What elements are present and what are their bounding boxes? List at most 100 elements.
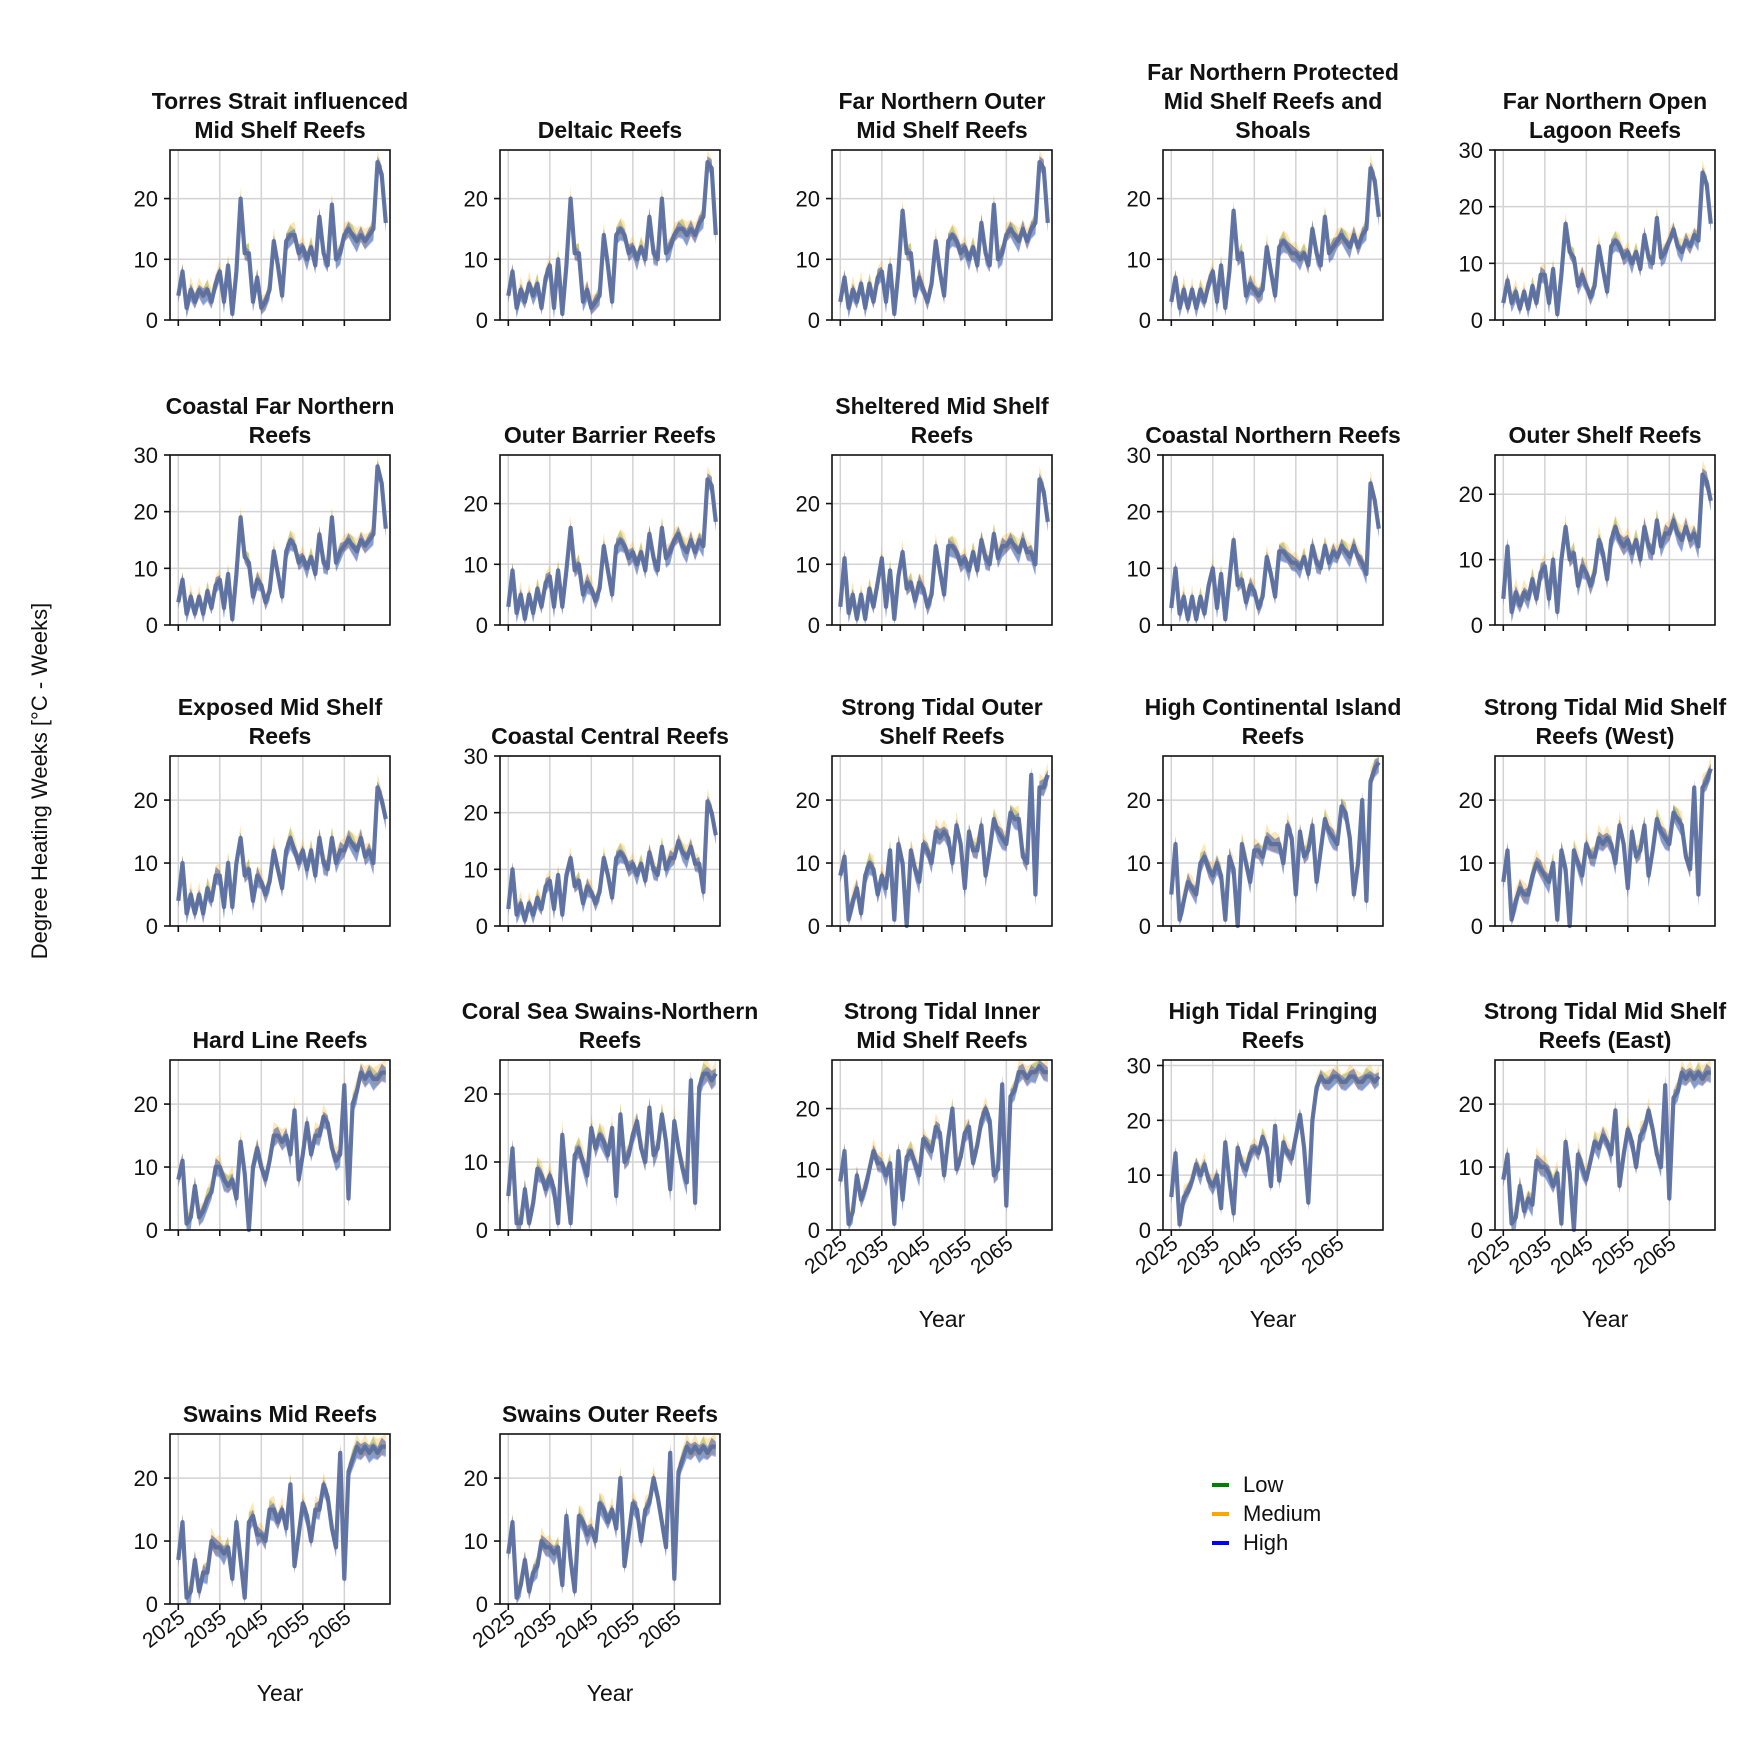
panel-title: Sheltered Mid Shelf xyxy=(835,393,1049,419)
ytick-label: 20 xyxy=(1459,788,1483,813)
series-line xyxy=(1501,170,1713,317)
ytick-label: 20 xyxy=(134,500,158,525)
series-line xyxy=(176,785,388,916)
series-line xyxy=(506,799,718,923)
xtick-label: 2055 xyxy=(1256,1232,1307,1279)
ytick-label: 0 xyxy=(146,1218,158,1243)
x-axis-label: Year xyxy=(587,1680,634,1706)
panel-title: Shelf Reefs xyxy=(879,723,1004,749)
ytick-label: 0 xyxy=(1139,613,1151,638)
panel-title: Mid Shelf Reefs and xyxy=(1164,88,1383,114)
panel-title: Swains Mid Reefs xyxy=(183,1401,377,1427)
series-line xyxy=(838,477,1050,621)
panel-21: Swains Mid Reefs010202025203520452055206… xyxy=(134,1401,391,1706)
series-line xyxy=(176,1444,386,1600)
ytick-label: 0 xyxy=(476,1218,488,1243)
y-axis-label-text: Degree Heating Weeks [°C - Weeks] xyxy=(27,602,52,960)
panel-title: Mid Shelf Reefs xyxy=(856,117,1027,143)
series-line xyxy=(176,160,388,316)
plot-frame xyxy=(499,755,721,927)
series-line xyxy=(506,1071,718,1226)
ytick-label: 10 xyxy=(1127,247,1151,272)
panel-title: Outer Barrier Reefs xyxy=(504,422,716,448)
ytick-label: 20 xyxy=(464,492,488,517)
panel-4: Far Northern Protected Mid Shelf Reefs an… xyxy=(1127,59,1399,333)
panel-16: Hard Line Reefs 0 10 20 xyxy=(134,1027,391,1243)
ytick-label: 20 xyxy=(464,1082,488,1107)
ytick-label: 10 xyxy=(796,1157,820,1182)
series-line xyxy=(1169,761,1381,929)
ytick-label: 20 xyxy=(1127,788,1151,813)
ytick-label: 30 xyxy=(134,443,158,468)
ytick-label: 0 xyxy=(808,613,820,638)
panel-15: Strong Tidal Mid Shelf Reefs (West) 0 10 20 xyxy=(1459,694,1727,939)
scenario-band-high xyxy=(1171,1068,1379,1230)
panel-title: Shoals xyxy=(1235,117,1310,143)
ytick-label: 20 xyxy=(796,1097,820,1122)
ytick-label: 10 xyxy=(134,556,158,581)
plot-frame xyxy=(169,755,391,927)
ytick-label: 20 xyxy=(134,788,158,813)
plot-frame xyxy=(831,454,1053,626)
xtick-label: 2035 xyxy=(842,1232,893,1279)
panel-title: Reefs xyxy=(911,422,974,448)
series-line xyxy=(1169,166,1381,310)
panel-17: Coral Sea Swains-Northern Reefs 0 10 20 xyxy=(462,998,759,1243)
panel-19: High Tidal FringingReefs0102030202520352… xyxy=(1127,998,1384,1332)
panel-title: Strong Tidal Mid Shelf xyxy=(1484,998,1727,1024)
scenario-band-medium xyxy=(1171,756,1379,926)
plot-frame xyxy=(499,454,721,626)
panel-title: Reefs xyxy=(1242,1027,1305,1053)
ytick-label: 0 xyxy=(1471,914,1483,939)
plot-frame xyxy=(169,149,391,321)
xtick-label: 2035 xyxy=(1173,1232,1224,1279)
panel-title: Reefs xyxy=(249,723,312,749)
plot-frame xyxy=(1494,149,1716,321)
scenario-band-high xyxy=(1503,763,1711,926)
scenario-band-medium xyxy=(178,1060,386,1230)
plot-frame xyxy=(831,149,1053,321)
x-axis-label: Year xyxy=(919,1306,966,1332)
panel-13: Strong Tidal Outer Shelf Reefs 0 10 20 xyxy=(796,694,1053,939)
ytick-label: 0 xyxy=(476,308,488,333)
ytick-label: 20 xyxy=(464,801,488,826)
xtick-label: 2065 xyxy=(1629,1232,1680,1279)
series-line xyxy=(506,160,718,316)
xtick-label: 2055 xyxy=(593,1606,644,1653)
panel-title: Lagoon Reefs xyxy=(1529,117,1681,143)
xtick-label: 2035 xyxy=(510,1606,561,1653)
ytick-label: 20 xyxy=(1459,195,1483,220)
series-line xyxy=(1169,481,1381,622)
xtick-label: 2045 xyxy=(883,1232,934,1279)
ytick-label: 10 xyxy=(796,247,820,272)
panel-title: Reefs xyxy=(579,1027,642,1053)
ytick-label: 0 xyxy=(146,308,158,333)
xtick-label: 2065 xyxy=(1297,1232,1348,1279)
scenario-band-high xyxy=(178,1063,386,1230)
legend-item-high: High xyxy=(1212,1528,1321,1557)
panel-title: Far Northern Outer xyxy=(838,88,1045,114)
ytick-label: 30 xyxy=(1127,1053,1151,1078)
scenario-band-high xyxy=(178,1437,386,1604)
plot-frame xyxy=(499,149,721,321)
panel-title: Mid Shelf Reefs xyxy=(856,1027,1027,1053)
scenario-band-low xyxy=(1171,757,1379,926)
xtick-label: 2055 xyxy=(263,1606,314,1653)
ytick-label: 20 xyxy=(134,1466,158,1491)
ytick-label: 10 xyxy=(1127,556,1151,581)
series-line xyxy=(838,772,1050,929)
ytick-label: 0 xyxy=(476,1592,488,1617)
ytick-label: 10 xyxy=(464,247,488,272)
plot-frame xyxy=(1162,1059,1384,1231)
legend-item-medium: Medium xyxy=(1212,1499,1321,1528)
ytick-label: 10 xyxy=(134,1155,158,1180)
plot-frame xyxy=(499,1059,721,1231)
panel-title: High Continental Island xyxy=(1145,694,1402,720)
ytick-label: 10 xyxy=(134,851,158,876)
scenario-band-high xyxy=(1171,757,1379,926)
ytick-label: 30 xyxy=(1127,443,1151,468)
plot-frame xyxy=(1494,454,1716,626)
panel-title: Far Northern Protected xyxy=(1147,59,1399,85)
panel-title: Exposed Mid Shelf xyxy=(178,694,383,720)
panel-title: Strong Tidal Outer xyxy=(841,694,1043,720)
